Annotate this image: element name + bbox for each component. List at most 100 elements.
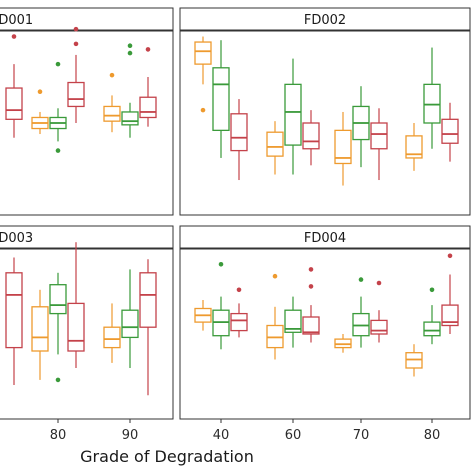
marks-fd001 — [5, 26, 157, 153]
strip-fd003 — [0, 225, 174, 249]
x-tick-label: 90 — [122, 428, 139, 443]
outlier-point — [127, 43, 133, 49]
box-body — [405, 135, 423, 159]
box-s3-70 — [370, 280, 388, 343]
panel-fd001: FD001 — [0, 7, 174, 216]
plot-frame-fd001 — [0, 30, 174, 216]
box-s2-80 — [49, 61, 67, 153]
box-body — [230, 113, 248, 152]
box-s3-90 — [139, 259, 157, 396]
box-s1-90 — [103, 303, 121, 363]
box-body — [121, 309, 139, 339]
outlier-point — [55, 148, 61, 153]
box-s2-80 — [423, 47, 441, 149]
x-tick-label: 80 — [424, 428, 441, 443]
x-tick-label: 60 — [285, 428, 302, 443]
box-body — [49, 284, 67, 315]
outlier-point — [358, 277, 364, 282]
panel-fd004: FD004 40 60 70 80 — [179, 225, 471, 443]
outlier-point — [200, 107, 206, 113]
box-body — [302, 316, 320, 335]
box-body — [302, 122, 320, 150]
outlier-point — [236, 287, 242, 293]
box-s2-40 — [212, 40, 230, 158]
box-body — [31, 306, 49, 352]
box-s1-70 — [334, 334, 352, 353]
x-tick-label: 70 — [353, 428, 370, 443]
box-body — [284, 309, 302, 333]
outlier-point — [73, 26, 79, 32]
outlier-point — [109, 72, 115, 78]
strip-label-fd004: FD004 — [304, 231, 346, 246]
box-s1-40 — [194, 36, 212, 113]
box-s3-40 — [230, 287, 248, 338]
box-s1-80 — [405, 123, 423, 171]
outlier-point — [308, 267, 314, 272]
box-s1-90 — [103, 72, 121, 133]
box-s3-80 — [67, 26, 85, 123]
box-s1-80 — [31, 89, 49, 135]
box-body — [230, 312, 248, 332]
strip-label-fd002: FD002 — [304, 13, 346, 28]
outlier-point — [11, 34, 17, 39]
box-s3-60 — [302, 267, 320, 343]
outlier-point — [447, 253, 453, 259]
box-s1-80 — [31, 289, 49, 380]
outlier-point — [308, 284, 314, 289]
x-tick-label: 40 — [213, 428, 230, 443]
panel-fd003: FD003 80 90 — [0, 225, 174, 443]
box-body — [334, 129, 352, 165]
box-s2-60 — [284, 58, 302, 175]
box-body — [67, 81, 85, 108]
plot-frame-fd003 — [0, 248, 174, 420]
box-body — [284, 83, 302, 146]
box-body — [423, 83, 441, 124]
marks-fd004 — [194, 253, 459, 377]
box-s3-70 — [370, 108, 388, 181]
box-s2-80 — [49, 272, 67, 383]
box-s2-90 — [121, 43, 139, 138]
box-s2-80 — [423, 287, 441, 345]
box-body — [103, 105, 121, 122]
strip-fd002 — [179, 7, 471, 31]
box-body — [67, 302, 85, 352]
outlier-point — [55, 377, 61, 383]
box-s3-80 — [67, 242, 85, 368]
box-body — [441, 304, 459, 327]
box-s1-70 — [334, 111, 352, 186]
outlier-point — [376, 280, 382, 286]
box-body — [212, 67, 230, 132]
box-s1-60 — [266, 121, 284, 175]
box-s1-80 — [405, 344, 423, 377]
box-body — [139, 272, 157, 328]
outlier-point — [429, 287, 435, 293]
box-body — [423, 321, 441, 337]
x-axis-title: Grade of Degradation — [80, 447, 254, 466]
strip-fd001 — [0, 7, 174, 31]
box-body — [121, 111, 139, 126]
box-body — [441, 118, 459, 144]
outlier-point — [127, 50, 133, 56]
box-s1-60 — [266, 273, 284, 360]
box-s2-60 — [284, 296, 302, 348]
outlier-point — [272, 273, 278, 279]
box-body — [139, 96, 157, 119]
box-s3-70 — [5, 34, 23, 138]
plot-frame-fd002 — [179, 30, 471, 216]
plot-frame-fd004 — [179, 248, 471, 420]
box-body — [194, 41, 212, 65]
box-s3-60 — [302, 110, 320, 166]
box-body — [5, 87, 23, 120]
outlier-point — [145, 47, 151, 52]
box-s2-70 — [352, 86, 370, 168]
box-body — [370, 122, 388, 150]
outlier-point — [73, 41, 79, 47]
marks-fd002 — [194, 36, 459, 186]
box-s3-40 — [230, 99, 248, 181]
box-s3-70 — [5, 257, 23, 385]
box-s3-80 — [441, 253, 459, 334]
box-body — [266, 131, 284, 157]
x-tick-label: 80 — [50, 428, 67, 443]
marks-fd003 — [5, 242, 157, 396]
